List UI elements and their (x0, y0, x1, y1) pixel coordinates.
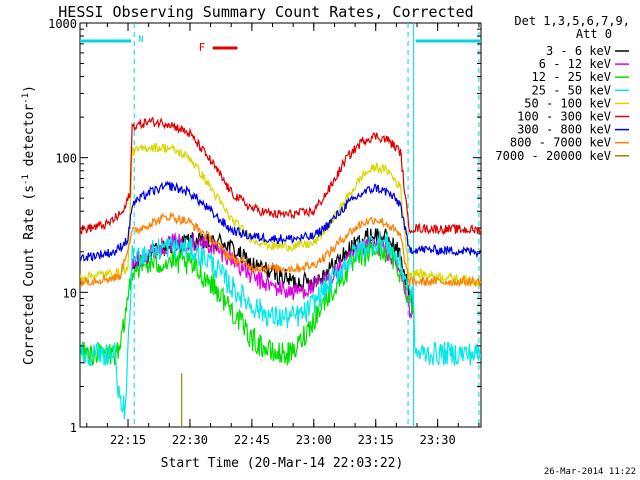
night-flag-label: N (138, 35, 143, 45)
legend-label-4: 50 - 100 keV (524, 96, 611, 110)
y-label-end: ) (22, 85, 37, 93)
y-axis: 1 10 100 1000 (48, 17, 481, 435)
y-tick-label-0: 1 (70, 421, 77, 435)
plot-frame (79, 22, 482, 428)
flare-flag-label: F (199, 41, 206, 54)
y-tick-label-2: 100 (55, 152, 77, 166)
x-tick-label-2: 22:45 (234, 433, 270, 447)
series-lines (80, 116, 481, 427)
y-label-sup1: -1 (21, 174, 31, 185)
series-line-5 (80, 116, 481, 236)
series-line-6 (80, 180, 481, 262)
timestamp: 26-Mar-2014 11:22 (544, 467, 636, 477)
legend-label-8: 7000 - 20000 keV (495, 149, 611, 163)
legend-header-line2: Att 0 (576, 27, 612, 41)
legend-label-1: 6 - 12 keV (539, 57, 611, 71)
series-line-3 (80, 231, 481, 420)
x-tick-label-0: 22:15 (110, 433, 146, 447)
y-label-sup2: -1 (21, 93, 31, 104)
observing-flags: NF (80, 23, 481, 427)
legend-label-3: 25 - 50 keV (532, 83, 611, 97)
legend-label-0: 3 - 6 keV (546, 44, 611, 58)
legend-header-line1: Det 1,3,5,6,7,9, (514, 14, 630, 28)
legend-label-6: 300 - 800 keV (517, 123, 611, 137)
y-tick-label-1: 10 (63, 286, 77, 300)
x-axis-label: Start Time (20-Mar-14 22:03:22) (161, 456, 404, 471)
x-tick-label-3: 23:00 (296, 433, 332, 447)
y-label-main: Corrected Count Rate (s (22, 185, 37, 365)
x-axis: 22:15 22:30 22:45 23:00 23:15 23:30 (86, 23, 480, 447)
x-tick-label-4: 23:15 (358, 433, 394, 447)
series-line-7 (80, 212, 481, 288)
chart-title: HESSI Observing Summary Count Rates, Cor… (58, 3, 473, 21)
legend-label-5: 100 - 300 keV (517, 110, 611, 124)
y-tick-label-3: 1000 (48, 17, 77, 31)
legend-label-7: 800 - 7000 keV (510, 136, 611, 150)
y-axis-label: Corrected Count Rate (s-1 detector-1) (21, 85, 37, 365)
y-label-mid: detector (22, 104, 37, 175)
legend-label-2: 12 - 25 keV (532, 70, 611, 84)
x-tick-label-5: 23:30 (420, 433, 456, 447)
x-tick-label-1: 22:30 (172, 433, 208, 447)
